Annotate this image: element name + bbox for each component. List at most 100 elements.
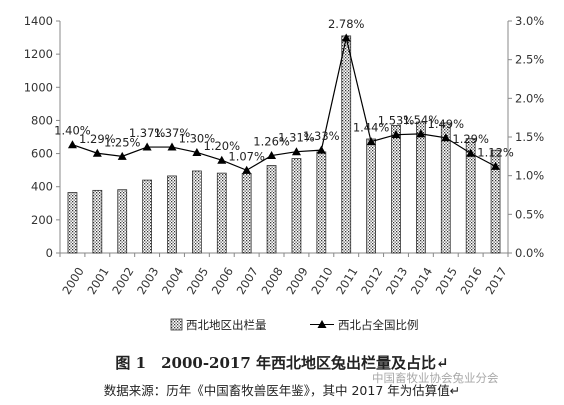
bar-2009 bbox=[291, 158, 302, 254]
data-labels-layer: 1.40%1.29%1.25%1.37%1.37%1.30%1.20%1.07%… bbox=[54, 17, 514, 163]
share-marker-2009 bbox=[291, 147, 301, 156]
x-tick-label: 2009 bbox=[283, 265, 310, 297]
y-left-tick-label: 0 bbox=[46, 246, 53, 260]
x-tick-label: 2003 bbox=[134, 265, 161, 297]
x-tick-label: 2013 bbox=[383, 265, 410, 297]
x-tick-label: 2008 bbox=[258, 265, 285, 297]
x-tick-label: 2017 bbox=[482, 265, 509, 297]
chart-container: 0 200 400 600 800 1000 1200 1400 0.0% 0.5% 1.0% 1.5… bbox=[24, 14, 545, 332]
x-tick-label: 2015 bbox=[433, 265, 460, 297]
bar-2006 bbox=[216, 172, 227, 254]
x-tick-label: 2000 bbox=[59, 265, 86, 297]
share-label-2006: 1.20% bbox=[204, 139, 241, 153]
share-marker-2006 bbox=[217, 155, 227, 164]
y-right-tick-label: 0.5% bbox=[515, 207, 544, 221]
share-marker-2015 bbox=[441, 133, 451, 142]
bar-2011 bbox=[341, 35, 352, 254]
share-marker-2002 bbox=[117, 151, 127, 160]
figure-caption: 图 1 2000-2017 年西北地区兔出栏量及占比↵ bbox=[115, 354, 449, 372]
share-label-2012: 1.44% bbox=[353, 121, 390, 135]
bar-2015 bbox=[440, 122, 451, 254]
y-left-tick-label: 1000 bbox=[24, 80, 53, 94]
share-label-2010: 1.33% bbox=[303, 129, 340, 143]
share-marker-2004 bbox=[167, 142, 177, 151]
share-label-2002: 1.25% bbox=[104, 135, 141, 149]
share-marker-2010 bbox=[316, 145, 326, 154]
share-label-2008: 1.26% bbox=[253, 135, 290, 149]
watermark-text: 中国畜牧业协会兔业分会 bbox=[372, 371, 499, 385]
bar-2012 bbox=[366, 138, 376, 254]
share-label-2015: 1.49% bbox=[428, 117, 465, 131]
bar-2001 bbox=[92, 189, 103, 254]
y-left-tick-label: 200 bbox=[31, 213, 53, 227]
x-tick-label: 2016 bbox=[458, 265, 485, 297]
y-left-tick-label: 1200 bbox=[24, 47, 53, 61]
bar-2004 bbox=[167, 175, 177, 254]
share-marker-2008 bbox=[267, 151, 277, 160]
x-tick-label: 2012 bbox=[358, 265, 385, 297]
share-label-2001: 1.29% bbox=[79, 132, 116, 146]
share-label-2003: 1.37% bbox=[129, 126, 166, 140]
share-label-2013: 1.53% bbox=[378, 114, 415, 128]
y-left-tick-label: 1400 bbox=[24, 14, 53, 28]
share-label-2009: 1.31% bbox=[278, 131, 315, 145]
bar-2002 bbox=[117, 189, 128, 254]
share-marker-2013 bbox=[391, 130, 401, 139]
share-label-2007: 1.07% bbox=[228, 149, 265, 163]
bar-2000 bbox=[67, 192, 78, 254]
x-tick-label: 2001 bbox=[84, 265, 111, 297]
share-label-2005: 1.30% bbox=[179, 131, 216, 145]
legend-line-marker bbox=[317, 320, 327, 328]
bar-2003 bbox=[142, 179, 152, 254]
y-right-tick-label: 2.0% bbox=[515, 91, 544, 105]
legend: 西北地区出栏量 西北占全国比例 bbox=[170, 318, 419, 332]
line-layer bbox=[67, 33, 501, 174]
y-right-tick-label: 1.5% bbox=[515, 130, 544, 144]
bar-2005 bbox=[192, 170, 202, 254]
share-marker-2017 bbox=[491, 161, 501, 170]
y-right-tick-label: 2.5% bbox=[515, 53, 544, 67]
bar-2007 bbox=[241, 173, 252, 254]
y-right-tick-label: 3.0% bbox=[515, 14, 544, 28]
y-left-tick-label: 400 bbox=[31, 180, 53, 194]
y-left-tick-label: 600 bbox=[31, 147, 53, 161]
share-label-2014: 1.54% bbox=[403, 113, 440, 127]
legend-bar-swatch bbox=[170, 318, 183, 331]
share-marker-2012 bbox=[366, 137, 376, 146]
x-tick-label: 2002 bbox=[109, 265, 136, 297]
x-tick-label: 2010 bbox=[308, 265, 335, 297]
share-label-2017: 1.12% bbox=[477, 145, 514, 159]
x-tick-label: 2006 bbox=[209, 265, 236, 297]
bars-layer bbox=[67, 35, 501, 254]
x-tick-label: 2011 bbox=[333, 265, 360, 297]
share-marker-2016 bbox=[466, 148, 476, 157]
share-label-2016: 1.29% bbox=[452, 132, 489, 146]
x-tick-label: 2014 bbox=[408, 265, 435, 297]
bar-2010 bbox=[316, 151, 327, 254]
share-label-2011: 2.78% bbox=[328, 17, 365, 31]
share-marker-2005 bbox=[192, 147, 202, 156]
share-marker-2001 bbox=[92, 148, 102, 157]
x-tick-label: 2005 bbox=[184, 265, 211, 297]
share-line bbox=[72, 37, 496, 171]
share-label-2000: 1.40% bbox=[54, 124, 91, 138]
bar-2017 bbox=[490, 149, 501, 254]
x-tick-label: 2007 bbox=[234, 265, 261, 297]
data-source-note: 数据来源：历年《中国畜牧兽医年鉴》，其中 2017 年为估算值↵ bbox=[103, 383, 461, 398]
share-label-2004: 1.37% bbox=[154, 126, 191, 140]
share-marker-2014 bbox=[416, 129, 426, 138]
legend-line-label: 西北占全国比例 bbox=[338, 318, 419, 332]
bar-2016 bbox=[465, 138, 476, 254]
share-marker-2000 bbox=[67, 140, 77, 149]
chart-svg: 0 200 400 600 800 1000 1200 1400 0.0% 0.5% 1.0% 1.5… bbox=[24, 14, 545, 332]
share-marker-2011 bbox=[341, 33, 351, 42]
legend-bar-label: 西北地区出栏量 bbox=[186, 318, 267, 332]
bar-2013 bbox=[391, 125, 401, 254]
x-tick-label: 2004 bbox=[159, 265, 186, 297]
share-marker-2003 bbox=[142, 142, 152, 151]
share-marker-2007 bbox=[242, 165, 252, 174]
y-left-tick-label: 800 bbox=[31, 113, 53, 127]
bar-2008 bbox=[266, 165, 277, 254]
bar-2014 bbox=[416, 121, 426, 254]
y-right-tick-label: 1.0% bbox=[515, 169, 544, 183]
